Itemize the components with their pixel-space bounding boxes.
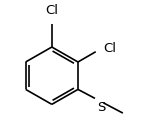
Text: Cl: Cl: [45, 3, 58, 17]
Text: Cl: Cl: [104, 42, 117, 55]
Text: S: S: [97, 101, 105, 114]
